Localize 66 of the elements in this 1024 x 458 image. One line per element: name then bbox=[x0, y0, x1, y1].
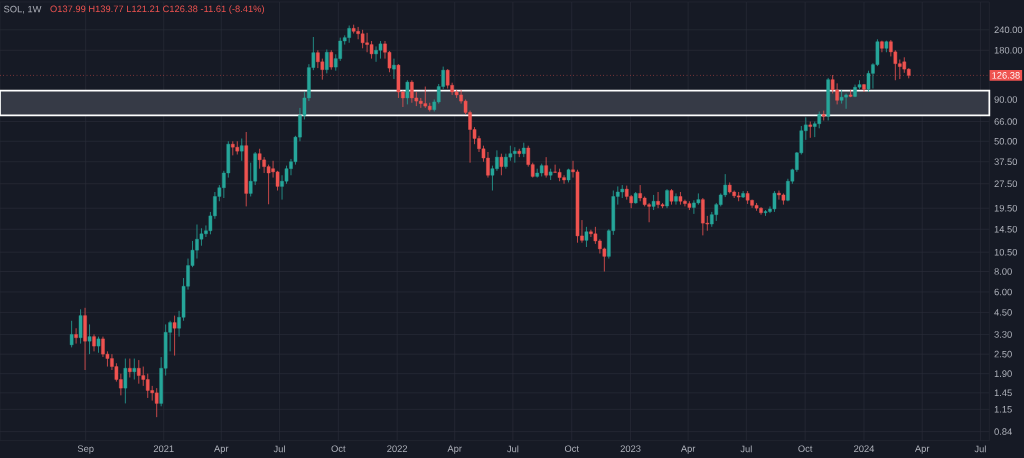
candlestick bbox=[584, 226, 589, 248]
x-tick-label: Jul bbox=[507, 445, 519, 453]
candlestick bbox=[87, 324, 92, 355]
candlestick bbox=[360, 29, 365, 49]
chart-title: SOL, 1W bbox=[4, 5, 42, 14]
candlestick bbox=[145, 373, 150, 399]
y-tick-label: 66.00 bbox=[994, 118, 1018, 125]
candlestick bbox=[132, 358, 137, 380]
chart-subtitle: O137.99 H139.77 L121.21 C126.38 -11.61 (-8.41%) bbox=[50, 5, 264, 14]
candlestick bbox=[69, 320, 74, 348]
y-tick-label: 10.50 bbox=[994, 248, 1018, 256]
candlestick bbox=[231, 140, 235, 156]
y-tick-label: 37.50 bbox=[994, 158, 1018, 166]
y-tick-label: 6.00 bbox=[994, 288, 1012, 296]
y-tick-label: 4.50 bbox=[994, 309, 1012, 316]
y-tick-label: 8.00 bbox=[994, 268, 1012, 275]
y-tick-label: 50.00 bbox=[994, 137, 1018, 145]
y-tick-label: 240.00 bbox=[994, 26, 1023, 34]
y-tick-label: 1.15 bbox=[994, 406, 1012, 413]
y-tick-label: 19.50 bbox=[994, 204, 1018, 212]
candlestick bbox=[499, 153, 504, 176]
x-tick-label: Oct bbox=[564, 445, 579, 452]
candlestick bbox=[674, 193, 678, 206]
y-tick-label: 27.50 bbox=[994, 180, 1018, 188]
candlestick bbox=[239, 138, 244, 162]
y-tick-label: 90.00 bbox=[994, 96, 1018, 103]
y-tick-label: 0.84 bbox=[994, 428, 1012, 435]
y-tick-label: 14.50 bbox=[994, 225, 1018, 233]
x-tick-label: Jul bbox=[273, 445, 285, 453]
candlestick bbox=[329, 49, 334, 71]
x-tick-label: Apr bbox=[447, 445, 462, 454]
x-tick-label: 2023 bbox=[620, 445, 641, 452]
candlestick bbox=[544, 156, 548, 178]
x-tick-label: Sep bbox=[77, 445, 94, 454]
candlestick bbox=[405, 79, 410, 105]
x-tick-label: Jul bbox=[974, 445, 986, 453]
ref-line-label: 126.38 bbox=[992, 72, 1020, 79]
candlestick bbox=[325, 49, 329, 74]
y-tick-label: 3.30 bbox=[994, 331, 1012, 338]
x-tick-label: 2022 bbox=[387, 445, 408, 452]
x-tick-label: Apr bbox=[914, 445, 930, 454]
x-tick-label: 2021 bbox=[153, 445, 174, 452]
x-tick-label: Apr bbox=[214, 445, 229, 454]
x-tick-label: Oct bbox=[798, 445, 813, 452]
candlestick bbox=[78, 308, 83, 345]
candlestick bbox=[392, 58, 396, 80]
candlestick bbox=[141, 366, 146, 387]
candlestick bbox=[257, 148, 262, 170]
y-tick-label: 1.45 bbox=[994, 389, 1012, 397]
candlestick bbox=[137, 359, 141, 385]
candlestick bbox=[172, 315, 177, 356]
y-tick-label: 1.90 bbox=[994, 370, 1012, 377]
candlestick bbox=[665, 188, 669, 209]
candlestick bbox=[154, 387, 159, 418]
candlestick bbox=[128, 358, 132, 378]
x-tick-label: Apr bbox=[680, 445, 696, 454]
x-tick-label: 2024 bbox=[854, 445, 875, 452]
candlestick bbox=[423, 86, 428, 109]
candlestick bbox=[123, 358, 128, 404]
x-tick-label: Oct bbox=[331, 445, 346, 452]
candlestick bbox=[808, 121, 813, 139]
y-tick-label: 2.50 bbox=[994, 350, 1012, 358]
y-tick-label: 180.00 bbox=[994, 46, 1023, 54]
candlestick bbox=[772, 190, 777, 213]
candlestick bbox=[74, 327, 78, 345]
x-tick-label: Jul bbox=[740, 445, 752, 453]
